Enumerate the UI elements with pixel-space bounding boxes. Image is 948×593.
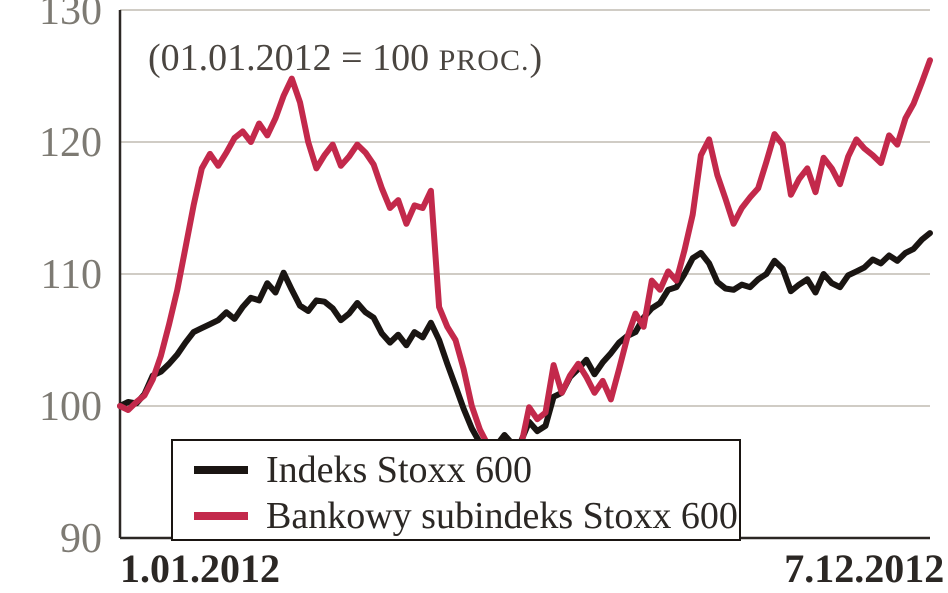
y-tick-label: 100	[39, 384, 102, 430]
legend-label: Indeks Stoxx 600	[266, 449, 532, 491]
y-tick-label: 120	[39, 120, 102, 166]
x-tick-label: 7.12.2012	[784, 546, 944, 591]
y-tick-label: 130	[39, 0, 102, 34]
y-tick-label: 90	[60, 516, 102, 562]
y-tick-label: 110	[41, 252, 102, 298]
chart-subtitle: (01.01.2012 = 100 PROC.)	[148, 37, 542, 79]
legend-swatch	[194, 512, 248, 520]
line-chart: 90 100 110 120 130 (01.01.2012 = 100 PROC.) In…	[0, 0, 948, 593]
legend-swatch	[194, 466, 248, 474]
legend-label: Bankowy subindeks Stoxx 600	[266, 495, 738, 537]
chart-container: 90 100 110 120 130 (01.01.2012 = 100 PROC.) In…	[0, 0, 948, 593]
x-tick-label: 1.01.2012	[120, 546, 280, 591]
